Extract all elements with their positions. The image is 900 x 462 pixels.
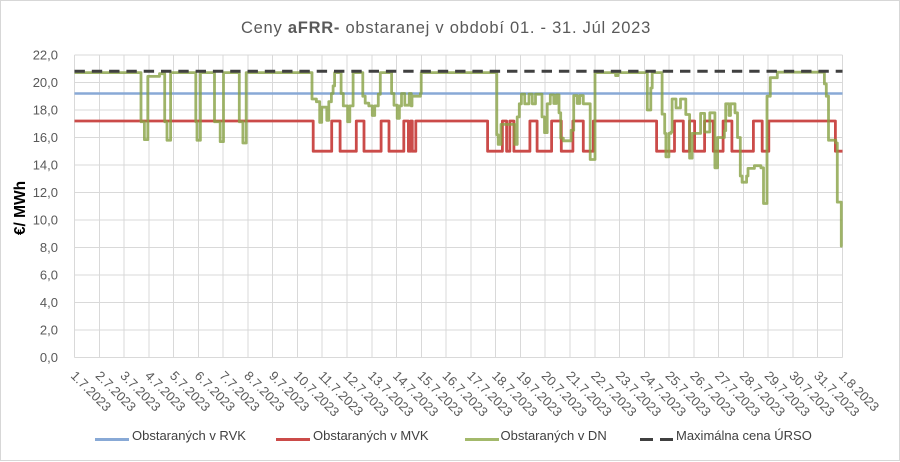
svg-text:18,0: 18,0 bbox=[33, 103, 58, 118]
svg-text:0,0: 0,0 bbox=[40, 350, 58, 365]
svg-text:4,0: 4,0 bbox=[40, 295, 58, 310]
svg-text:6,0: 6,0 bbox=[40, 268, 58, 283]
svg-text:14,0: 14,0 bbox=[33, 158, 58, 173]
svg-text:2,0: 2,0 bbox=[40, 323, 58, 338]
svg-text:12,0: 12,0 bbox=[33, 185, 58, 200]
svg-text:8,0: 8,0 bbox=[40, 240, 58, 255]
svg-text:22,0: 22,0 bbox=[33, 48, 58, 63]
svg-text:20,0: 20,0 bbox=[33, 75, 58, 90]
svg-text:10,0: 10,0 bbox=[33, 213, 58, 228]
svg-text:16,0: 16,0 bbox=[33, 130, 58, 145]
